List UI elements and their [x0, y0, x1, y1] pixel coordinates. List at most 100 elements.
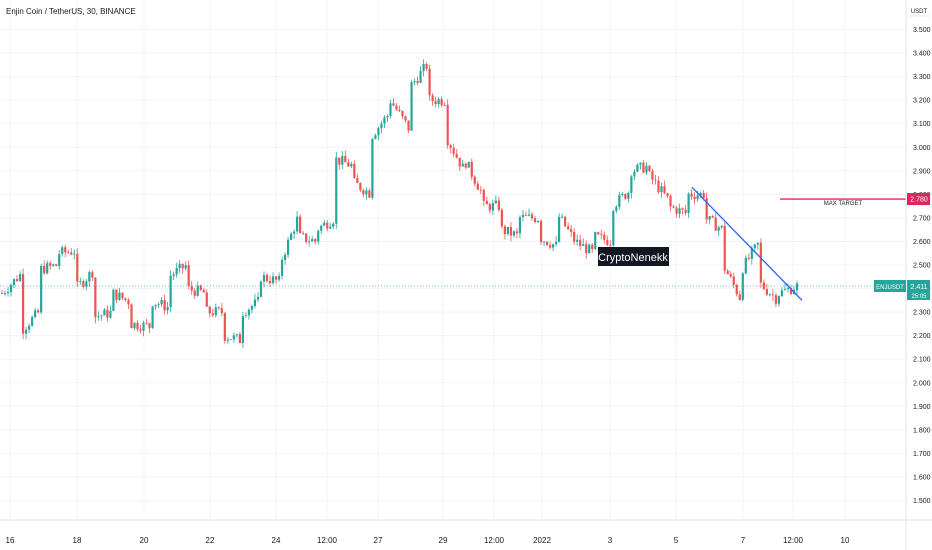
candle-body	[479, 189, 482, 191]
candle-body	[446, 104, 449, 146]
candle-body	[621, 193, 624, 195]
candle-body	[645, 165, 648, 173]
candle-body	[160, 300, 163, 305]
candle-body	[582, 244, 585, 246]
candle-body	[52, 264, 55, 266]
candle-body	[332, 223, 335, 227]
candle-body	[615, 206, 618, 211]
candle-body	[542, 241, 546, 243]
price-tick-label: 2.200	[913, 333, 931, 340]
candle-body	[323, 222, 326, 226]
candle-body	[663, 186, 666, 194]
price-tick-label: 3.000	[913, 145, 931, 152]
candle-body	[374, 135, 377, 139]
candle-body	[756, 242, 759, 245]
candle-body	[341, 156, 344, 165]
candle-body	[774, 295, 778, 304]
candle-body	[693, 196, 696, 200]
candle-body	[533, 218, 537, 223]
candle-body	[518, 217, 522, 234]
candle-body	[422, 63, 425, 71]
candle-body	[431, 95, 434, 102]
candle-body	[37, 310, 40, 313]
candle-body	[229, 339, 232, 341]
price-tick-label: 1.600	[913, 474, 931, 481]
candle-body	[789, 288, 793, 295]
candle-body	[40, 265, 43, 313]
candle-body	[401, 110, 404, 117]
current-price: 2.411	[911, 284, 928, 291]
candle-body	[488, 204, 491, 211]
candle-body	[443, 104, 446, 106]
chart-grid	[0, 0, 906, 520]
price-axis[interactable]: 1.500 1.600 1.700 1.800 1.900 2.000 2.100 2.200…	[913, 27, 931, 505]
candle-body	[172, 274, 175, 276]
candle-body	[377, 128, 380, 136]
candle-body	[371, 138, 374, 198]
candle-body	[314, 239, 317, 242]
candle-body	[133, 322, 136, 329]
candle-body	[750, 248, 753, 259]
candle-body	[509, 226, 513, 236]
candle-body	[795, 283, 799, 291]
candle-body	[458, 157, 461, 167]
time-axis[interactable]: 16 18 20 22 24 12:00 27 29 12:00 2022 3 5 7 12:00 10	[6, 536, 850, 545]
candle-body	[202, 289, 205, 293]
candle-body	[362, 190, 365, 195]
candle-body	[410, 82, 413, 131]
candle-body	[527, 214, 531, 216]
candle-body	[34, 310, 37, 318]
candle-body	[564, 216, 567, 227]
candle-body	[476, 183, 479, 190]
candle-body	[696, 195, 699, 200]
candle-body	[735, 284, 738, 295]
candle-body	[449, 145, 452, 148]
candle-body	[326, 222, 329, 229]
candle-body	[705, 198, 708, 220]
max-target-price: 2.780	[910, 197, 928, 204]
candle-body	[181, 263, 184, 269]
candle-body	[753, 244, 756, 249]
candle-body	[482, 189, 485, 201]
candle-body	[55, 264, 58, 266]
candle-body	[732, 276, 735, 285]
candle-body	[130, 304, 133, 329]
candle-body	[139, 329, 142, 331]
candle-body	[320, 225, 323, 231]
time-tick-label: 12:00	[783, 536, 804, 545]
candle-body	[654, 179, 657, 181]
candle-body	[154, 304, 157, 307]
candle-body	[24, 329, 28, 334]
price-tick-label: 3.400	[913, 51, 931, 58]
candle-body	[166, 307, 169, 311]
candle-body	[551, 244, 555, 248]
candle-body	[214, 307, 217, 316]
candle-body	[187, 265, 190, 287]
candle-body	[259, 281, 263, 297]
max-target-label: MAX TARGET	[824, 201, 863, 207]
candle-body	[9, 285, 13, 293]
candle-body	[21, 274, 25, 334]
candle-body	[588, 244, 591, 254]
candle-body	[585, 244, 588, 254]
candle-body	[702, 192, 705, 199]
candle-body	[536, 220, 540, 223]
candle-body	[473, 176, 476, 184]
candle-body	[91, 272, 94, 278]
candle-body	[350, 163, 353, 167]
time-tick-label: 7	[741, 536, 746, 545]
price-tick-label: 2.900	[913, 168, 931, 175]
candle-body	[419, 70, 422, 83]
candle-body	[109, 310, 112, 318]
price-tick-label: 2.600	[913, 239, 931, 246]
candle-body	[530, 214, 534, 219]
candle-body	[347, 162, 350, 167]
candle-body	[425, 63, 428, 69]
trendline[interactable]	[691, 186, 803, 301]
candle-body	[247, 309, 251, 316]
candle-body	[768, 294, 771, 296]
candle-body	[558, 216, 561, 242]
candle-body	[97, 316, 100, 318]
candle-body	[28, 325, 31, 330]
